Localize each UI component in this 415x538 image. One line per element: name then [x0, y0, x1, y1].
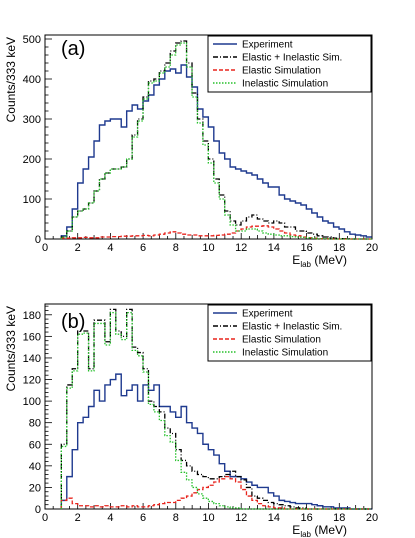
y-tick-label: 60 [29, 439, 41, 451]
y-tick-label: 200 [23, 154, 41, 166]
legend: Experiment Elastic + Inelastic Sim. Elasti… [207, 304, 372, 362]
series-experiment [60, 64, 372, 239]
y-axis-label: Counts/333 keV [4, 37, 18, 122]
x-tick-label: 12 [235, 242, 247, 254]
panel-label: (b) [61, 311, 85, 333]
y-tick-label: 100 [23, 396, 41, 408]
panel-label: (a) [61, 38, 85, 60]
x-tick-label: 4 [107, 512, 113, 524]
x-axis-label: Elab (MeV) [292, 253, 347, 269]
x-tick-label: 14 [268, 512, 280, 524]
y-tick-label: 180 [23, 310, 41, 322]
x-tick-label: 20 [366, 512, 378, 524]
x-tick-label: 4 [107, 242, 113, 254]
x-tick-label: 8 [173, 242, 179, 254]
y-tick-label: 20 [29, 482, 41, 494]
x-tick-label: 16 [300, 512, 312, 524]
legend-label: Inelastic Simulation [242, 348, 328, 359]
x-tick-label: 0 [42, 512, 48, 524]
y-tick-label: 500 [23, 34, 41, 46]
legend: Experiment Elastic + Inelastic Sim. Elasti… [207, 35, 372, 93]
legend-label: Experiment [242, 309, 293, 320]
x-tick-label: 18 [333, 512, 345, 524]
y-tick-label: 160 [23, 331, 41, 343]
x-tick-label: 14 [268, 242, 280, 254]
legend-label: Elastic + Inelastic Sim. [242, 53, 342, 64]
legend-label: Inelastic Simulation [242, 79, 328, 90]
x-tick-label: 2 [75, 512, 81, 524]
x-tick-label: 20 [366, 242, 378, 254]
y-tick-label: 0 [35, 504, 41, 516]
x-tick-label: 2 [75, 242, 81, 254]
legend-label: Elastic + Inelastic Sim. [242, 322, 342, 333]
y-tick-label: 100 [23, 194, 41, 206]
series-inelastic-simulation [60, 311, 372, 510]
y-tick-label: 400 [23, 74, 41, 86]
x-tick-label: 10 [202, 512, 214, 524]
legend-label: Experiment [242, 40, 293, 51]
x-tick-label: 12 [235, 512, 247, 524]
y-tick-label: 0 [35, 234, 41, 246]
y-tick-label: 140 [23, 353, 41, 365]
series-experiment [60, 373, 372, 510]
x-axis-label: Elab (MeV) [292, 523, 347, 538]
legend-label: Elastic Simulation [242, 66, 321, 77]
legend-label: Elastic Simulation [242, 335, 321, 346]
x-tick-label: 8 [173, 512, 179, 524]
x-tick-label: 16 [300, 242, 312, 254]
y-tick-label: 300 [23, 114, 41, 126]
y-axis-label: Counts/333 keV [4, 306, 18, 391]
x-tick-label: 6 [140, 242, 146, 254]
x-tick-label: 0 [42, 242, 48, 254]
x-tick-label: 10 [202, 242, 214, 254]
x-tick-label: 6 [140, 512, 146, 524]
y-tick-label: 40 [29, 461, 41, 473]
x-tick-label: 18 [333, 242, 345, 254]
chart-panel-b: 0 2 4 6 8 10 12 14 16 18 20 0 20 40 60 80 100 120 140 160 18… [4, 303, 378, 538]
series-inelastic-simulation [60, 42, 372, 240]
y-tick-label: 120 [23, 375, 41, 387]
y-tick-label: 80 [29, 418, 41, 430]
